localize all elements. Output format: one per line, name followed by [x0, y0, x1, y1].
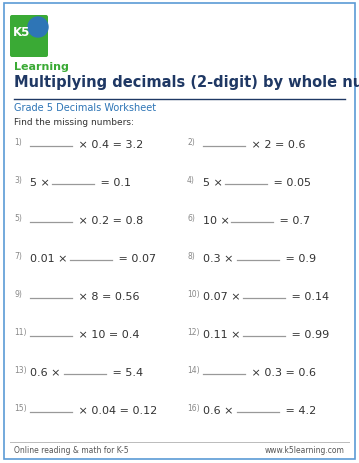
Text: × 0.4 = 3.2: × 0.4 = 3.2	[75, 140, 143, 150]
Text: 13): 13)	[14, 365, 27, 374]
Text: www.k5learning.com: www.k5learning.com	[265, 445, 345, 454]
Text: × 2 = 0.6: × 2 = 0.6	[248, 140, 306, 150]
Text: 0.07 ×: 0.07 ×	[203, 291, 244, 301]
Text: 3): 3)	[14, 175, 22, 185]
Text: 0.11 ×: 0.11 ×	[203, 329, 244, 339]
Text: 8): 8)	[187, 251, 195, 260]
Text: × 8 = 0.56: × 8 = 0.56	[75, 291, 140, 301]
Text: 5 ×: 5 ×	[203, 178, 227, 188]
Text: Multiplying decimals (2-digit) by whole numbers: Multiplying decimals (2-digit) by whole …	[14, 75, 359, 90]
Text: × 10 = 0.4: × 10 = 0.4	[75, 329, 140, 339]
Circle shape	[28, 18, 48, 38]
Text: 10): 10)	[187, 289, 200, 298]
Text: 5 ×: 5 ×	[30, 178, 53, 188]
Text: = 0.9: = 0.9	[282, 253, 316, 263]
Text: = 0.07: = 0.07	[115, 253, 156, 263]
Text: = 5.4: = 5.4	[109, 367, 143, 377]
Text: × 0.04 = 0.12: × 0.04 = 0.12	[75, 405, 157, 415]
Text: = 0.7: = 0.7	[276, 216, 310, 225]
Text: 2): 2)	[187, 138, 195, 147]
Text: 12): 12)	[187, 327, 200, 336]
FancyBboxPatch shape	[10, 16, 48, 58]
Text: Learning: Learning	[14, 62, 69, 72]
Text: K5: K5	[13, 25, 31, 38]
Text: = 0.1: = 0.1	[97, 178, 131, 188]
Text: × 0.3 = 0.6: × 0.3 = 0.6	[248, 367, 316, 377]
Text: 4): 4)	[187, 175, 195, 185]
Text: 11): 11)	[14, 327, 27, 336]
Text: Grade 5 Decimals Worksheet: Grade 5 Decimals Worksheet	[14, 103, 156, 113]
Text: 0.6 ×: 0.6 ×	[203, 405, 237, 415]
Text: = 0.99: = 0.99	[288, 329, 329, 339]
Text: 0.3 ×: 0.3 ×	[203, 253, 237, 263]
Text: 16): 16)	[187, 403, 200, 412]
Text: 9): 9)	[14, 289, 22, 298]
Text: 6): 6)	[187, 213, 195, 223]
Text: 5): 5)	[14, 213, 22, 223]
Text: 0.01 ×: 0.01 ×	[30, 253, 71, 263]
Text: Find the missing numbers:: Find the missing numbers:	[14, 118, 134, 127]
Text: Online reading & math for K-5: Online reading & math for K-5	[14, 445, 129, 454]
Text: 1): 1)	[14, 138, 22, 147]
Text: 14): 14)	[187, 365, 200, 374]
Text: 7): 7)	[14, 251, 22, 260]
Text: = 0.05: = 0.05	[270, 178, 311, 188]
Text: = 4.2: = 4.2	[282, 405, 316, 415]
Text: × 0.2 = 0.8: × 0.2 = 0.8	[75, 216, 143, 225]
Text: = 0.14: = 0.14	[288, 291, 329, 301]
Text: 15): 15)	[14, 403, 27, 412]
Text: 0.6 ×: 0.6 ×	[30, 367, 64, 377]
Text: 10 ×: 10 ×	[203, 216, 233, 225]
